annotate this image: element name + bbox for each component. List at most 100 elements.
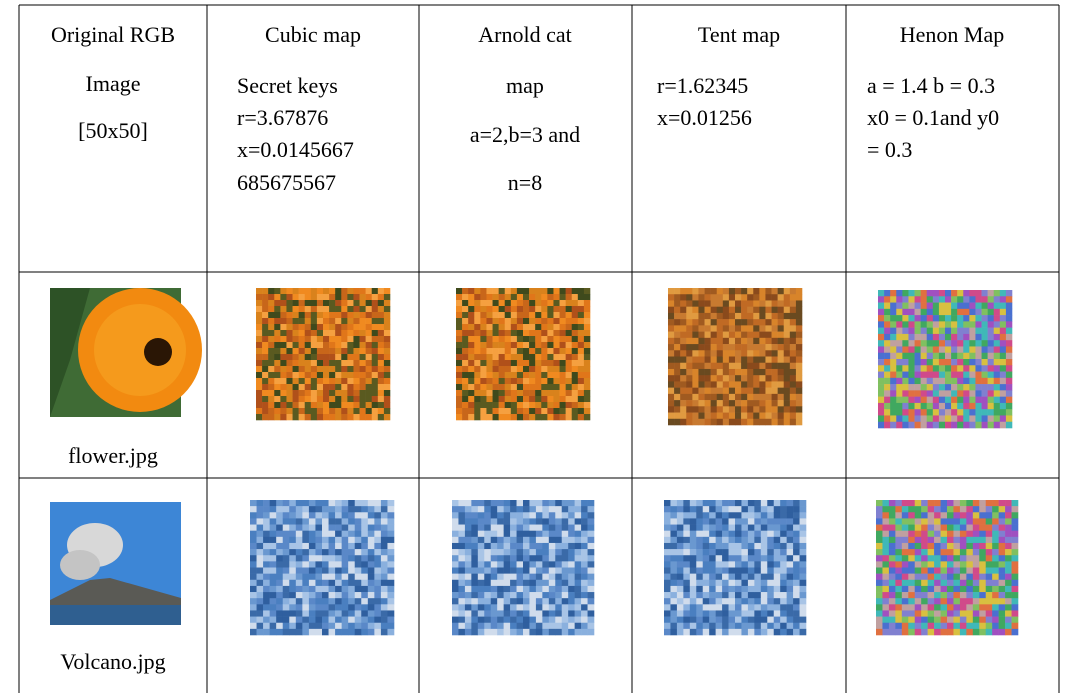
noise-pixel xyxy=(315,598,322,604)
noise-pixel xyxy=(889,598,896,604)
noise-pixel xyxy=(761,561,768,567)
noise-pixel xyxy=(372,360,378,366)
noise-pixel xyxy=(366,354,372,360)
noise-pixel xyxy=(896,290,902,297)
noise-pixel xyxy=(793,518,800,524)
noise-pixel xyxy=(790,413,796,420)
noise-pixel xyxy=(478,586,485,592)
noise-pixel xyxy=(542,623,549,629)
noise-pixel xyxy=(951,422,957,429)
noise-pixel xyxy=(753,319,759,326)
noise-pixel xyxy=(588,586,595,592)
noise-pixel xyxy=(468,306,474,312)
noise-pixel xyxy=(759,313,765,320)
noise-pixel xyxy=(474,384,480,390)
noise-pixel xyxy=(462,372,468,378)
noise-pixel xyxy=(562,580,569,586)
noise-pixel xyxy=(1012,549,1019,555)
noise-pixel xyxy=(790,419,796,426)
noise-pixel xyxy=(933,390,939,397)
noise-pixel xyxy=(529,629,536,635)
noise-pixel xyxy=(305,414,311,420)
noise-pixel xyxy=(723,388,729,395)
noise-pixel xyxy=(250,623,257,629)
noise-pixel xyxy=(709,531,716,537)
noise-pixel xyxy=(908,623,915,629)
noise-pixel xyxy=(504,610,511,616)
noise-pixel xyxy=(928,525,935,531)
noise-pixel xyxy=(584,366,590,372)
noise-pixel xyxy=(780,500,787,506)
noise-pixel xyxy=(347,354,353,360)
noise-pixel xyxy=(381,629,388,635)
noise-pixel xyxy=(915,372,921,379)
noise-pixel xyxy=(761,531,768,537)
noise-pixel xyxy=(486,366,492,372)
noise-pixel xyxy=(683,610,690,616)
noise-pixel xyxy=(915,378,921,385)
noise-pixel xyxy=(268,318,274,324)
noise-pixel xyxy=(366,288,372,294)
noise-pixel xyxy=(889,604,896,610)
noise-pixel xyxy=(683,531,690,537)
noise-pixel xyxy=(729,623,736,629)
noise-pixel xyxy=(355,592,362,598)
noise-pixel xyxy=(355,629,362,635)
noise-pixel xyxy=(975,296,981,303)
noise-pixel xyxy=(921,549,928,555)
noise-pixel xyxy=(711,375,717,382)
noise-pixel xyxy=(581,555,588,561)
noise-pixel xyxy=(517,531,524,537)
noise-pixel xyxy=(262,396,268,402)
noise-pixel xyxy=(668,400,674,407)
noise-pixel xyxy=(902,415,908,422)
noise-pixel xyxy=(510,610,517,616)
noise-pixel xyxy=(1006,296,1012,303)
noise-pixel xyxy=(790,325,796,332)
noise-pixel xyxy=(796,363,802,370)
noise-pixel xyxy=(366,372,372,378)
noise-pixel xyxy=(517,408,523,414)
noise-pixel xyxy=(511,378,517,384)
noise-pixel xyxy=(542,531,549,537)
noise-pixel xyxy=(774,543,781,549)
noise-pixel xyxy=(884,390,890,397)
noise-pixel xyxy=(366,348,372,354)
noise-pixel xyxy=(270,586,277,592)
noise-pixel xyxy=(523,372,529,378)
noise-pixel xyxy=(270,580,277,586)
noise-pixel xyxy=(471,592,478,598)
noise-pixel xyxy=(270,561,277,567)
noise-pixel xyxy=(302,623,309,629)
noise-pixel xyxy=(588,598,595,604)
noise-pixel xyxy=(908,561,915,567)
noise-pixel xyxy=(908,359,914,366)
noise-pixel xyxy=(957,384,963,391)
noise-pixel xyxy=(568,500,575,506)
noise-pixel xyxy=(323,348,329,354)
noise-pixel xyxy=(566,330,572,336)
noise-pixel xyxy=(664,629,671,635)
noise-pixel xyxy=(780,506,787,512)
noise-pixel xyxy=(975,303,981,310)
noise-pixel xyxy=(499,342,505,348)
noise-pixel xyxy=(296,598,303,604)
noise-pixel xyxy=(549,629,556,635)
noise-pixel xyxy=(934,506,941,512)
noise-pixel xyxy=(317,360,323,366)
noise-pixel xyxy=(723,294,729,301)
header-detail: n=8 xyxy=(508,170,542,195)
noise-pixel xyxy=(787,580,794,586)
noise-pixel xyxy=(361,623,368,629)
noise-pixel xyxy=(355,518,362,524)
noise-pixel xyxy=(523,500,530,506)
noise-pixel xyxy=(468,336,474,342)
noise-pixel xyxy=(458,604,465,610)
noise-pixel xyxy=(705,375,711,382)
noise-pixel xyxy=(979,537,986,543)
noise-pixel xyxy=(915,346,921,353)
noise-pixel xyxy=(664,525,671,531)
noise-pixel xyxy=(772,400,778,407)
noise-pixel xyxy=(878,397,884,404)
noise-pixel xyxy=(250,518,257,524)
